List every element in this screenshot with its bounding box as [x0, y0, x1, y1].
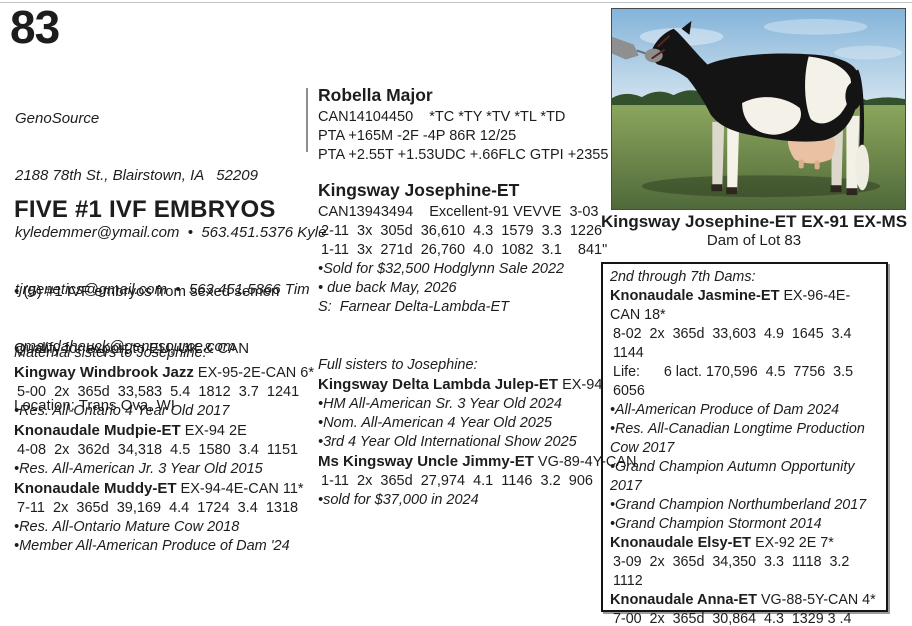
- animal-name-line: Knonaudale Mudpie-ET EX-94 2E: [14, 421, 314, 441]
- animal-name: Knonaudale Muddy-ET: [14, 480, 177, 497]
- animal-note: •Grand Champion Northumberland 2017: [610, 497, 867, 513]
- animal-record: 8-02 2x 365d 33,603 4.9 1645 3.4 1144: [613, 326, 860, 361]
- dam-sire-note: S: Farnear Delta-Lambda-ET: [318, 299, 509, 315]
- animal-note: •3rd 4 Year Old International Show 2025: [318, 434, 577, 450]
- dam-registration: CAN13943494 Excellent-91 VEVVE 3-03: [318, 204, 599, 220]
- offering-detail-3: Location: Trans Ova, WI: [14, 397, 175, 414]
- consignor-name: GenoSource: [15, 110, 100, 127]
- animal-name: Knonaudale Anna-ET: [610, 592, 758, 608]
- sire-pta-1: PTA +165M -2F -4P 86R 12/25: [318, 128, 517, 144]
- top-rule-divider: [0, 2, 912, 3]
- sire-registration: CAN14104450 *TC *TY *TV *TL *TD: [318, 109, 566, 125]
- animal-grade: VG-89-4Y-CAN: [533, 454, 637, 470]
- consignor-contact-3: amandahauck@genosource.com: [15, 338, 236, 355]
- animal-name: Kingway Windbrook Jazz: [14, 364, 194, 381]
- animal-note: •Member All-American Produce of Dam '24: [14, 538, 290, 554]
- animal-grade: EX-96-4E-CAN 18*: [610, 288, 851, 323]
- full-sisters-section: Full sisters to Josephine: Kingsway Delt…: [318, 356, 637, 510]
- dams-box: 2nd through 7th Dams: Knonaudale Jasmine…: [601, 262, 888, 626]
- consignor-contact-2: tjrgenetics@gmail.com • 563.451.5866 Tim: [15, 281, 310, 298]
- animal-note: •sold for $37,000 in 2024: [318, 492, 479, 508]
- animal-name-line: Ms Kingsway Uncle Jimmy-ET VG-89-4Y-CAN: [318, 452, 637, 472]
- offering-detail-1: • (5) #1 IVF embryos from sexed semen: [14, 283, 280, 300]
- animal-name-line: Kingsway Delta Lambda Julep-ET EX-94: [318, 375, 637, 395]
- animal-name: Ms Kingsway Uncle Jimmy-ET: [318, 453, 534, 470]
- sire-block: Robella Major CAN14104450 *TC *TY *TV *T…: [318, 84, 608, 165]
- animal-name-line: Kingway Windbrook Jazz EX-95-2E-CAN 6*: [14, 363, 314, 383]
- animal-note: •Grand Champion Stormont 2014: [610, 516, 822, 532]
- animal-record: 5-00 2x 365d 33,583 5.4 1812 3.7 1241: [17, 384, 300, 400]
- animal-note: •Nom. All-American 4 Year Old 2025: [318, 415, 552, 431]
- offering-detail-2: Qualify for export to EU, UK & CAN: [14, 340, 250, 357]
- cow-photo-illustration: [612, 9, 905, 209]
- animal-name-line: Knonaudale Anna-ET VG-88-5Y-CAN 4*: [610, 591, 879, 610]
- animal-grade: EX-94-4E-CAN 11*: [176, 481, 304, 497]
- animal-note: •Grand Champion Autumn Opportunity 2017: [610, 459, 859, 494]
- animal-note: •Res. All-Ontario 4 Year Old 2017: [14, 403, 230, 419]
- consignor-address: 2188 78th St., Blairstown, IA 52209: [15, 167, 258, 184]
- animal-note: •Res. All-American Jr. 3 Year Old 2015: [14, 461, 263, 477]
- consignor-block: GenoSource 2188 78th St., Blairstown, IA…: [15, 71, 326, 394]
- animal-grade: EX-94: [558, 377, 603, 393]
- animal-grade: EX-94 2E: [180, 423, 247, 439]
- animal-name: Knonaudale Mudpie-ET: [14, 422, 181, 439]
- dam-block: Kingsway Josephine-ET CAN13943494 Excell…: [318, 179, 607, 317]
- maternal-sisters-heading: Maternal sisters to Josephine:: [14, 345, 207, 361]
- animal-name-line: Knonaudale Muddy-ET EX-94-4E-CAN 11*: [14, 479, 314, 499]
- animal-grade: EX-95-2E-CAN 6*: [193, 365, 314, 381]
- photo-caption: Kingsway Josephine-ET EX-91 EX-MS: [600, 212, 908, 231]
- lot-number: 83: [10, 1, 60, 53]
- animal-name: Knonaudale Elsy-ET: [610, 535, 752, 551]
- dam-record: 1-11 3x 271d 26,760 4.0 1082 3.1 841": [321, 242, 608, 258]
- dams-box-heading: 2nd through 7th Dams:: [610, 269, 756, 285]
- maternal-sisters-section: Maternal sisters to Josephine: Kingway W…: [14, 344, 314, 556]
- full-sisters-heading: Full sisters to Josephine:: [318, 357, 478, 373]
- animal-record: 7-11 2x 365d 39,169 4.4 1724 3.4 1318: [17, 500, 299, 516]
- sire-name: Robella Major: [318, 85, 433, 105]
- animal-note: •All-American Produce of Dam 2024: [610, 402, 840, 418]
- animal-note: •Res. All-Ontario Mature Cow 2018: [14, 519, 240, 535]
- dam-note: • due back May, 2026: [318, 280, 457, 296]
- photo-subcaption: Dam of Lot 83: [706, 232, 802, 249]
- sire-pta-2: PTA +2.55T +1.53UDC +.66FLC GTPI +2355: [318, 147, 609, 163]
- lot-title: FIVE #1 IVF EMBRYOS: [14, 196, 276, 223]
- animal-note: •Res. All-Canadian Longtime Production C…: [610, 421, 869, 456]
- animal-note: •HM All-American Sr. 3 Year Old 2024: [318, 396, 562, 412]
- animal-record: 4-08 2x 362d 34,318 4.5 1580 3.4 1151: [17, 442, 299, 458]
- offering-details: • (5) #1 IVF embryos from sexed semen Qu…: [14, 244, 279, 453]
- animal-name: Kingsway Delta Lambda Julep-ET: [318, 376, 559, 393]
- animal-grade: VG-88-5Y-CAN 4*: [757, 592, 876, 608]
- animal-record: 7-00 2x 365d 30,864 4.3 1329 3 .4 1053: [613, 611, 852, 626]
- animal-record: 3-09 2x 365d 34,350 3.3 1118 3.2 1112: [613, 554, 858, 589]
- consignor-contact-1: kyledemmer@ymail.com • 563.451.5376 Kyle: [15, 224, 327, 241]
- animal-record: Life: 6 lact. 170,596 4.5 7756 3.5 6056: [613, 364, 861, 399]
- dam-note: •Sold for $32,500 Hodglynn Sale 2022: [318, 261, 565, 277]
- animal-name: Knonaudale Jasmine-ET: [610, 288, 780, 304]
- sire-marker-bar: [306, 88, 308, 152]
- animal-grade: EX-92 2E 7*: [751, 535, 834, 551]
- animal-name-line: Knonaudale Elsy-ET EX-92 2E 7*: [610, 534, 879, 553]
- animal-name-line: Knonaudale Jasmine-ET EX-96-4E-CAN 18*: [610, 287, 879, 325]
- animal-record: 1-11 2x 365d 27,974 4.1 1146 3.2 906: [321, 473, 593, 489]
- cow-photo: [611, 8, 906, 210]
- dam-name: Kingsway Josephine-ET: [318, 180, 520, 200]
- dam-record: 2-11 3x 305d 36,610 4.3 1579 3.3 1226: [321, 223, 603, 239]
